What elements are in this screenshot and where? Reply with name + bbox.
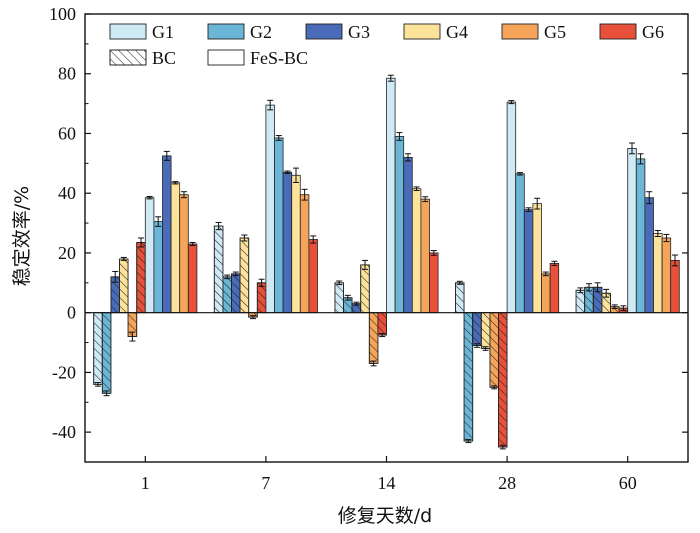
- legend-label-g5: G5: [544, 22, 566, 42]
- bar-g4-fes-bc-day-28: [532, 203, 542, 314]
- y-tick-label-80: 80: [58, 64, 76, 84]
- x-tick-label-7: 7: [261, 473, 270, 493]
- bar-g3-fes-bc-day-14: [403, 156, 413, 314]
- bar-g6-fes-bc-day-7: [308, 239, 318, 314]
- bar-g6-fes-bc-day-60: [670, 259, 680, 314]
- x-tick-label-28: 28: [498, 473, 516, 493]
- bar-hatch-g1-bc-day-28: [455, 282, 465, 314]
- legend-label-g1: G1: [152, 22, 174, 42]
- legend-swatch-hatch-bc: [109, 49, 147, 66]
- bar-g2-fes-bc-day-14: [394, 136, 405, 314]
- legend-label-bc: BC: [152, 48, 176, 68]
- bar-hatch-g5-bc-day-28: [489, 312, 499, 388]
- legend-label-g2: G2: [250, 22, 272, 42]
- legend-swatch-g1: [109, 23, 147, 40]
- bar-hatch-g6-bc-day-14: [377, 312, 387, 336]
- legend-swatch-g6: [599, 23, 637, 40]
- bar-g5-fes-bc-day-14: [420, 198, 430, 314]
- bar-hatch-g2-bc-day-28: [463, 312, 474, 442]
- x-tick-label-60: 60: [619, 473, 637, 493]
- bar-hatch-g1-bc-day-60: [575, 289, 586, 314]
- y-tick-label-0: 0: [67, 303, 76, 323]
- bar-g6-fes-bc-day-28: [549, 262, 560, 314]
- bar-g2-fes-bc-day-28: [515, 173, 525, 314]
- bar-hatch-g1-bc-day-1: [93, 312, 103, 385]
- bar-hatch-g4-bc-day-28: [480, 312, 491, 349]
- legend-label-g4: G4: [446, 22, 468, 42]
- x-axis-label: 修复天数/d: [338, 505, 432, 527]
- bar-hatch-g6-bc-day-28: [498, 312, 508, 448]
- bar-hatch-g4-bc-day-14: [360, 264, 370, 314]
- legend-label-g3: G3: [348, 22, 370, 42]
- legend: G1 G2 G3 G4 G5 G6 BC FeS-BC: [109, 22, 664, 68]
- bar-g1-fes-bc-day-60: [627, 147, 637, 314]
- y-tick-label--20: -20: [52, 362, 76, 382]
- bar-hatch-g6-bc-day-1: [136, 242, 146, 314]
- bar-hatch-g3-bc-day-7: [231, 273, 241, 314]
- legend-swatch-g5: [501, 23, 539, 40]
- bar-g2-fes-bc-day-7: [274, 137, 284, 314]
- bar-hatch-g3-bc-day-28: [472, 312, 482, 346]
- bar-hatch-g2-bc-day-7: [222, 276, 232, 314]
- x-tick-label-14: 14: [378, 473, 396, 493]
- bar-hatch-g5-bc-day-14: [368, 312, 379, 364]
- y-tick-label-60: 60: [58, 123, 76, 143]
- bar-hatch-g4-bc-day-7: [239, 237, 250, 314]
- bar-g3-fes-bc-day-7: [282, 171, 293, 314]
- bar-g4-fes-bc-day-1: [170, 182, 181, 314]
- legend-label-g6: G6: [642, 22, 664, 42]
- bar-g4-fes-bc-day-7: [291, 174, 301, 314]
- bar-g6-fes-bc-day-14: [429, 252, 439, 314]
- y-tick-label-40: 40: [58, 183, 76, 203]
- bar-g1-fes-bc-day-14: [386, 77, 396, 314]
- legend-label-fes-bc: FeS-BC: [250, 48, 308, 68]
- bar-hatch-g1-bc-day-14: [334, 282, 344, 314]
- legend-swatch-g4: [403, 23, 441, 40]
- bar-g1-fes-bc-day-1: [144, 197, 155, 314]
- bar-g2-fes-bc-day-60: [635, 158, 646, 314]
- bar-g5-fes-bc-day-60: [661, 237, 672, 314]
- bar-hatch-g6-bc-day-7: [256, 282, 267, 314]
- y-tick-label-20: 20: [58, 243, 76, 263]
- plot-layer: [93, 74, 680, 450]
- bar-hatch-g2-bc-day-1: [101, 312, 112, 394]
- bar-g4-fes-bc-day-14: [411, 188, 422, 314]
- bar-g5-fes-bc-day-1: [179, 194, 189, 314]
- bar-g5-fes-bc-day-7: [299, 194, 310, 314]
- legend-swatch-g2: [207, 23, 245, 40]
- bar-g5-fes-bc-day-28: [541, 273, 551, 314]
- bar-g3-fes-bc-day-1: [162, 155, 172, 314]
- bar-g6-fes-bc-day-1: [187, 243, 198, 314]
- bar-hatch-g4-bc-day-1: [119, 258, 129, 314]
- y-axis-label: 稳定效率/%: [11, 186, 33, 286]
- bar-g2-fes-bc-day-1: [153, 221, 163, 314]
- bar-g1-fes-bc-day-7: [265, 104, 275, 314]
- bar-g3-fes-bc-day-28: [523, 209, 534, 314]
- legend-swatch-g3: [305, 23, 343, 40]
- y-tick-label-100: 100: [49, 4, 76, 24]
- x-tick-label-1: 1: [141, 473, 150, 493]
- axis-layer: -40 -20 0 20 40 60 80 100 1 7 14 28 60: [49, 4, 689, 493]
- bar-hatch-g1-bc-day-7: [213, 225, 224, 314]
- bar-g1-fes-bc-day-28: [506, 101, 517, 314]
- legend-swatch-fes-bc: [207, 49, 245, 66]
- bar-g4-fes-bc-day-60: [653, 233, 663, 314]
- bar-g3-fes-bc-day-60: [644, 197, 654, 314]
- y-tick-label--40: -40: [52, 422, 76, 442]
